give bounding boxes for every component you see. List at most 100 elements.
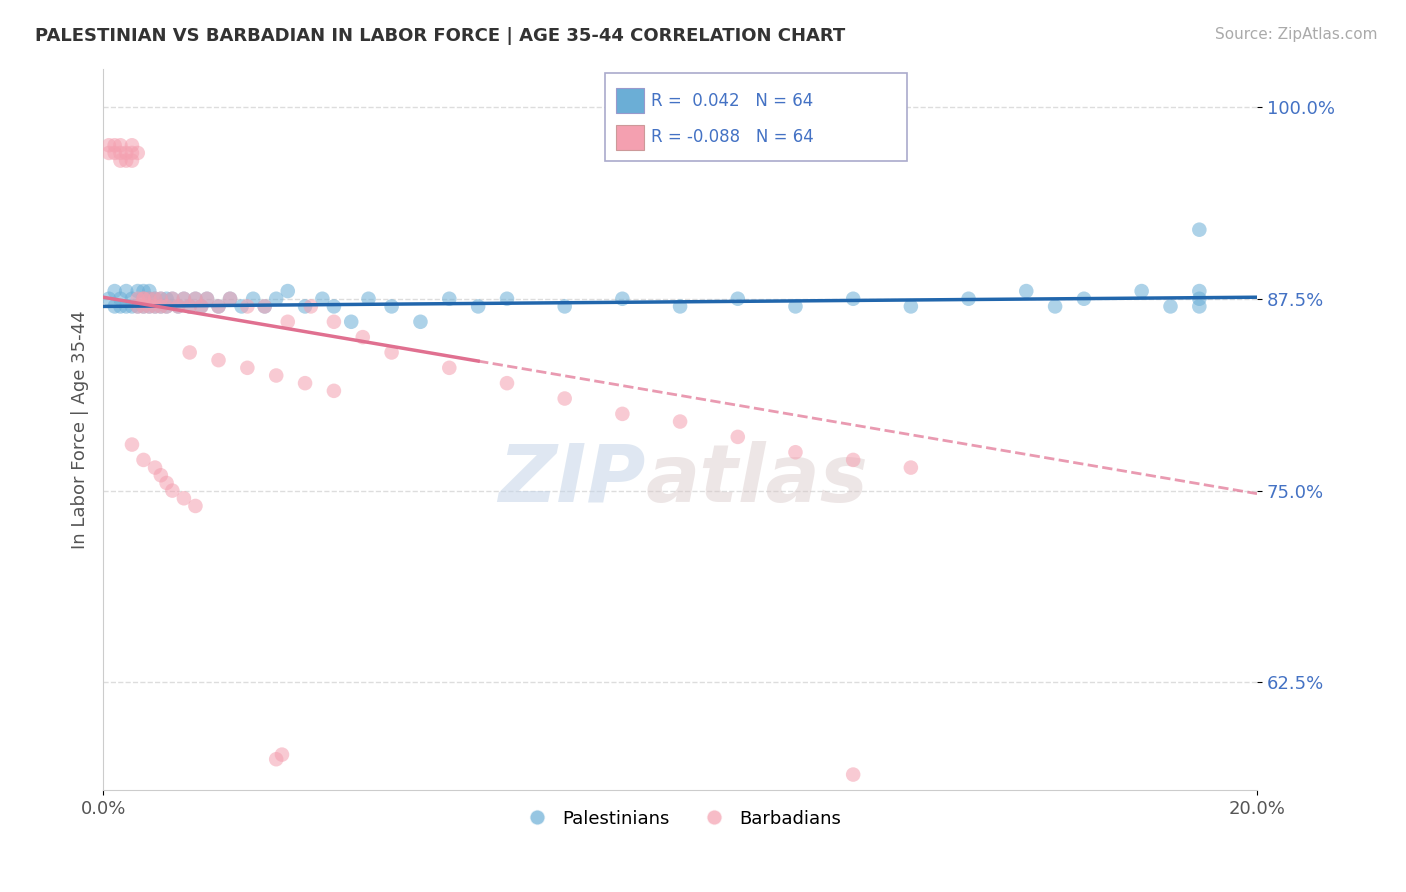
Point	[97, 138, 120, 153]
Point	[236, 300, 259, 314]
Point	[842, 767, 865, 781]
Point	[612, 407, 634, 421]
Point	[496, 376, 519, 391]
Point	[264, 292, 287, 306]
Point	[340, 315, 363, 329]
Point	[162, 292, 184, 306]
Point	[173, 491, 195, 506]
Point	[132, 284, 155, 298]
Point	[110, 138, 132, 153]
Point	[127, 284, 149, 298]
Point	[173, 292, 195, 306]
Point	[900, 460, 922, 475]
Point	[173, 292, 195, 306]
Text: atlas: atlas	[645, 441, 869, 519]
Point	[381, 345, 404, 359]
Point	[127, 292, 149, 306]
Point	[162, 292, 184, 306]
Point	[104, 145, 127, 160]
Point	[785, 445, 807, 459]
Point	[253, 300, 276, 314]
Point	[132, 300, 155, 314]
Point	[149, 468, 172, 483]
Point	[381, 300, 404, 314]
Point	[132, 300, 155, 314]
Point	[785, 300, 807, 314]
Point	[264, 368, 287, 383]
Point	[842, 292, 865, 306]
Point	[155, 300, 177, 314]
Point	[138, 300, 160, 314]
Point	[121, 138, 143, 153]
Point	[132, 453, 155, 467]
Point	[104, 138, 127, 153]
Point	[496, 292, 519, 306]
Point	[132, 292, 155, 306]
Point	[236, 360, 259, 375]
Point	[294, 376, 316, 391]
Point	[121, 145, 143, 160]
Point	[179, 300, 201, 314]
Point	[138, 300, 160, 314]
Point	[299, 300, 322, 314]
Point	[322, 315, 344, 329]
Point	[1188, 292, 1211, 306]
Point	[1188, 222, 1211, 236]
Point	[612, 292, 634, 306]
Text: Source: ZipAtlas.com: Source: ZipAtlas.com	[1215, 27, 1378, 42]
Point	[1188, 300, 1211, 314]
Point	[127, 300, 149, 314]
Point	[127, 300, 149, 314]
Point	[1043, 300, 1066, 314]
Point	[207, 353, 229, 368]
Point	[207, 300, 229, 314]
Point	[138, 284, 160, 298]
Point	[162, 483, 184, 498]
Point	[115, 145, 138, 160]
Text: ZIP: ZIP	[498, 441, 645, 519]
Point	[110, 145, 132, 160]
Point	[184, 292, 207, 306]
Point	[352, 330, 374, 344]
Point	[149, 292, 172, 306]
Point	[1188, 284, 1211, 298]
Point	[104, 300, 127, 314]
Point	[195, 292, 218, 306]
Point	[149, 300, 172, 314]
Point	[115, 300, 138, 314]
Point	[110, 153, 132, 168]
Point	[554, 300, 576, 314]
Point	[219, 292, 242, 306]
Legend: Palestinians, Barbadians: Palestinians, Barbadians	[512, 803, 849, 835]
Point	[179, 345, 201, 359]
Point	[900, 300, 922, 314]
Point	[155, 475, 177, 490]
Point	[554, 392, 576, 406]
Point	[110, 300, 132, 314]
Point	[121, 300, 143, 314]
Point	[195, 292, 218, 306]
Point	[322, 300, 344, 314]
Point	[184, 292, 207, 306]
Point	[190, 300, 212, 314]
Point	[143, 460, 166, 475]
Point	[121, 153, 143, 168]
Point	[271, 747, 294, 762]
Point	[121, 437, 143, 451]
Point	[957, 292, 980, 306]
Point	[727, 292, 749, 306]
Text: R = -0.088   N = 64: R = -0.088 N = 64	[651, 128, 814, 146]
Point	[439, 360, 461, 375]
Point	[179, 300, 201, 314]
Point	[115, 153, 138, 168]
Text: R =  0.042   N = 64: R = 0.042 N = 64	[651, 92, 813, 110]
Point	[322, 384, 344, 398]
Y-axis label: In Labor Force | Age 35-44: In Labor Force | Age 35-44	[72, 310, 89, 549]
Point	[727, 430, 749, 444]
Point	[190, 300, 212, 314]
Point	[277, 284, 299, 298]
Point	[115, 284, 138, 298]
Point	[155, 300, 177, 314]
Point	[294, 300, 316, 314]
Point	[669, 300, 692, 314]
